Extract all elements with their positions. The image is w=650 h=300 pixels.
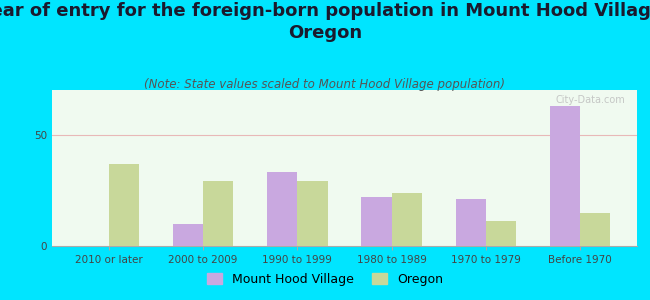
Bar xyxy=(392,193,422,246)
Text: (Note: State values scaled to Mount Hood Village population): (Note: State values scaled to Mount Hood… xyxy=(144,78,506,91)
Bar xyxy=(297,182,328,246)
Bar xyxy=(580,213,610,246)
Bar xyxy=(456,199,486,246)
Bar xyxy=(203,182,233,246)
Bar xyxy=(267,172,297,246)
Text: Year of entry for the foreign-born population in Mount Hood Village,
Oregon: Year of entry for the foreign-born popul… xyxy=(0,2,650,42)
Bar xyxy=(361,197,392,246)
Legend: Mount Hood Village, Oregon: Mount Hood Village, Oregon xyxy=(202,268,448,291)
Bar xyxy=(109,164,139,246)
Bar xyxy=(550,106,580,246)
Bar xyxy=(173,224,203,246)
Bar xyxy=(486,221,516,246)
Text: City-Data.com: City-Data.com xyxy=(556,95,625,105)
